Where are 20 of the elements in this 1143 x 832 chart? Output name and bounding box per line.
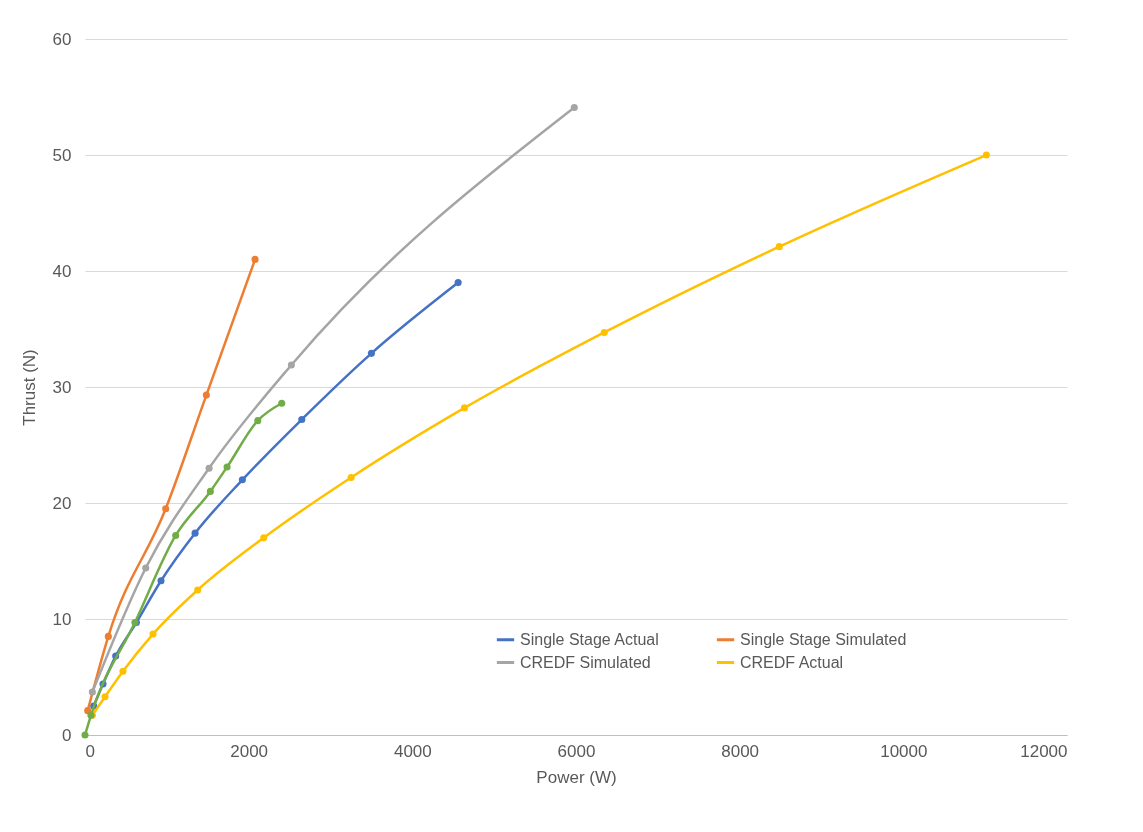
y-tick-label: 30 (52, 377, 72, 397)
y-tick-label: 50 (52, 145, 72, 165)
x-tick-label: 4000 (393, 741, 432, 761)
y-tick-label: 20 (52, 493, 72, 513)
y-tick-label: 0 (62, 725, 72, 745)
x-tick-label: 12000 (1020, 741, 1068, 761)
legend-label: Single Stage Actual (520, 630, 659, 648)
legend-label: CREDF Simulated (520, 653, 651, 671)
x-tick-label: 6000 (557, 741, 596, 761)
x-axis-title: Power (W) (536, 767, 617, 787)
x-tick-label: 8000 (721, 741, 760, 761)
y-tick-label: 40 (52, 261, 72, 281)
x-tick-label: 2000 (230, 741, 269, 761)
y-axis-title: Thrust (N) (19, 349, 39, 426)
legend-label: Single Stage Simulated (740, 630, 907, 648)
legend-label: CREDF Actual (740, 653, 844, 671)
x-tick-label: 10000 (880, 741, 928, 761)
x-tick-label: 0 (85, 741, 95, 761)
y-tick-label: 10 (52, 609, 72, 629)
y-tick-label: 60 (52, 29, 72, 49)
